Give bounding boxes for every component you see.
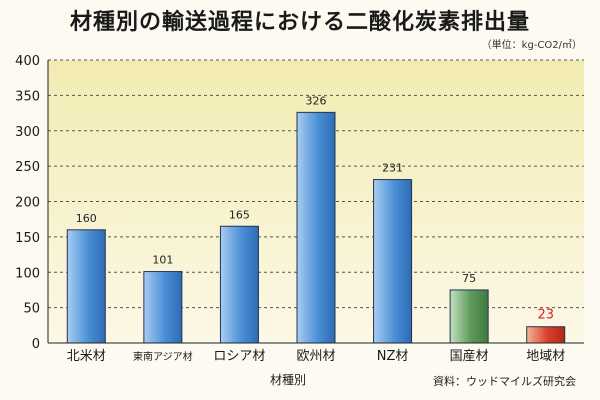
- y-tick-label: 100: [15, 266, 40, 281]
- y-tick-label: 0: [32, 337, 40, 352]
- data-label: 231: [382, 162, 403, 175]
- bar: [66, 229, 106, 344]
- data-label: 160: [76, 212, 97, 225]
- y-axis-ticks: 0 50 100 150 200 250 300 350 400: [15, 54, 40, 352]
- x-axis-ticks: 北米材 東南アジア材 ロシア材 欧州材 NZ材 国産材 地域材: [67, 348, 565, 364]
- bar: [296, 111, 336, 344]
- y-tick-label: 50: [23, 302, 40, 317]
- bar: [219, 225, 259, 344]
- unit-label: （単位：kg-CO2/㎥）: [481, 40, 582, 51]
- y-tick-label: 250: [15, 160, 40, 175]
- bar: [143, 271, 183, 344]
- y-tick-label: 200: [15, 196, 40, 211]
- y-tick-label: 350: [15, 89, 40, 104]
- x-tick-label: 国産材: [450, 348, 489, 364]
- data-label: 75: [462, 272, 476, 285]
- bar: [449, 289, 489, 344]
- data-label: 326: [306, 94, 327, 107]
- data-label: 101: [152, 254, 173, 267]
- y-tick-label: 300: [15, 125, 40, 140]
- y-tick-label: 400: [15, 54, 40, 69]
- data-label: 23: [537, 308, 554, 323]
- bar: [373, 179, 413, 344]
- x-tick-label: 欧州材: [296, 349, 335, 364]
- bars: 160 101 165 326 231 75 23: [66, 94, 566, 344]
- bar: [526, 326, 566, 344]
- x-tick-label: NZ材: [377, 349, 409, 364]
- data-label: 165: [229, 208, 250, 221]
- y-tick-label: 150: [15, 231, 40, 246]
- chart-title: 材種別の輸送過程における二酸化炭素排出量: [69, 10, 530, 35]
- x-tick-label: ロシア材: [213, 349, 265, 364]
- gridlines: [48, 59, 584, 309]
- x-tick-label: 北米材: [67, 349, 106, 364]
- x-axis-title: 材種別: [270, 373, 307, 387]
- x-tick-label: 東南アジア材: [133, 350, 193, 363]
- x-tick-label: 地域材: [526, 349, 565, 364]
- source-note: 資料：ウッドマイルズ研究会: [433, 375, 576, 388]
